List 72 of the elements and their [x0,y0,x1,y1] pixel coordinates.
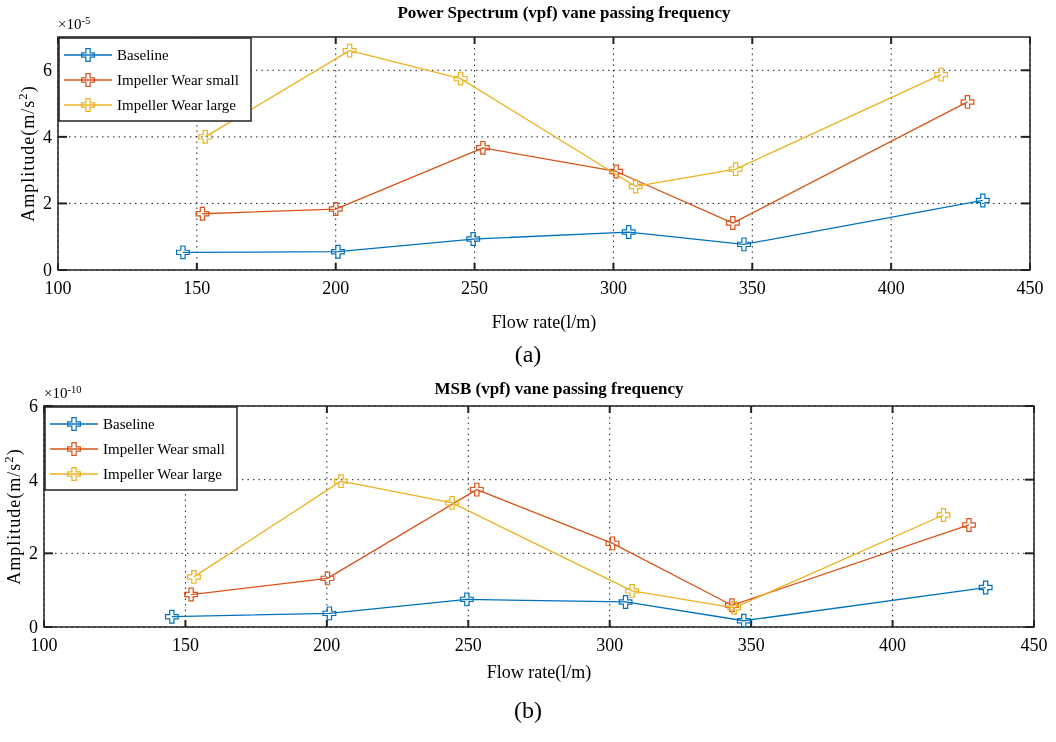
y-tick-label: 0 [29,617,38,637]
y-tick-label: 6 [29,396,38,416]
point [936,508,951,522]
x-tick-label: 100 [44,278,72,298]
x-tick-label: 200 [313,635,341,655]
y-tick-label: 6 [43,60,52,81]
point [164,609,179,624]
text: ×10$^{-5}$ [58,14,91,32]
legend-label: Impeller Wear small [103,441,225,457]
legend-label: Impeller Wear large [103,466,223,482]
x-axis-title: Flow rate(l/m) [486,662,592,683]
x-tick-label: 300 [599,278,627,298]
point [934,67,949,82]
legend-label: Impeller Wear large [117,97,237,113]
point [736,613,751,628]
point [609,164,624,179]
x-tick-label: 250 [454,635,482,655]
x-tick-label: 200 [322,278,350,298]
point [736,237,751,252]
x-tick-label: 350 [738,278,766,298]
y-tick-label: 0 [43,260,52,280]
point [618,594,633,609]
point [184,587,199,602]
legend-label: Baseline [117,47,169,63]
point [195,206,210,221]
x-tick-label: 400 [879,635,907,655]
point [322,606,337,621]
y-tick-label: 4 [43,126,52,147]
text: (b) [514,697,542,723]
y-tick-label: 2 [43,193,52,214]
point [186,569,201,584]
point [605,536,620,551]
point [961,518,976,532]
point [445,495,460,510]
y-tick-label: 4 [29,469,38,490]
point [466,232,481,247]
point [978,580,993,595]
point [320,571,335,586]
point [453,71,468,86]
point [334,474,348,489]
point [469,482,484,497]
point [198,129,213,144]
x-axis-title: Flow rate(l/m) [491,312,597,333]
x-tick-label: 150 [183,278,211,298]
text: (a) [514,341,542,367]
legend-label: Impeller Wear small [117,72,239,88]
chart-title: Power Spectrum (vpf) vane passing frequency [397,3,732,22]
x-tick-label: 150 [171,635,199,655]
point [475,140,490,155]
point [725,216,740,231]
point [328,202,343,217]
x-tick-label: 300 [596,635,624,655]
point [628,179,643,194]
chart-title: MSB (vpf) vane passing frequency [434,379,685,398]
x-tick-label: 400 [877,278,905,298]
point [176,245,190,260]
point [975,193,990,208]
point [330,244,345,259]
point [728,162,743,177]
legend-label: Baseline [103,416,155,432]
point [459,592,474,607]
point [625,583,640,598]
point [960,94,975,109]
x-tick-label: 450 [1020,635,1048,655]
x-tick-label: 350 [737,635,765,655]
point [342,43,357,58]
x-tick-label: 450 [1016,278,1044,298]
point [621,225,636,240]
x-tick-label: 100 [30,635,58,655]
y-tick-label: 2 [29,543,38,564]
x-tick-label: 250 [461,278,489,298]
text: ×10$^{-10}$ [44,383,82,401]
